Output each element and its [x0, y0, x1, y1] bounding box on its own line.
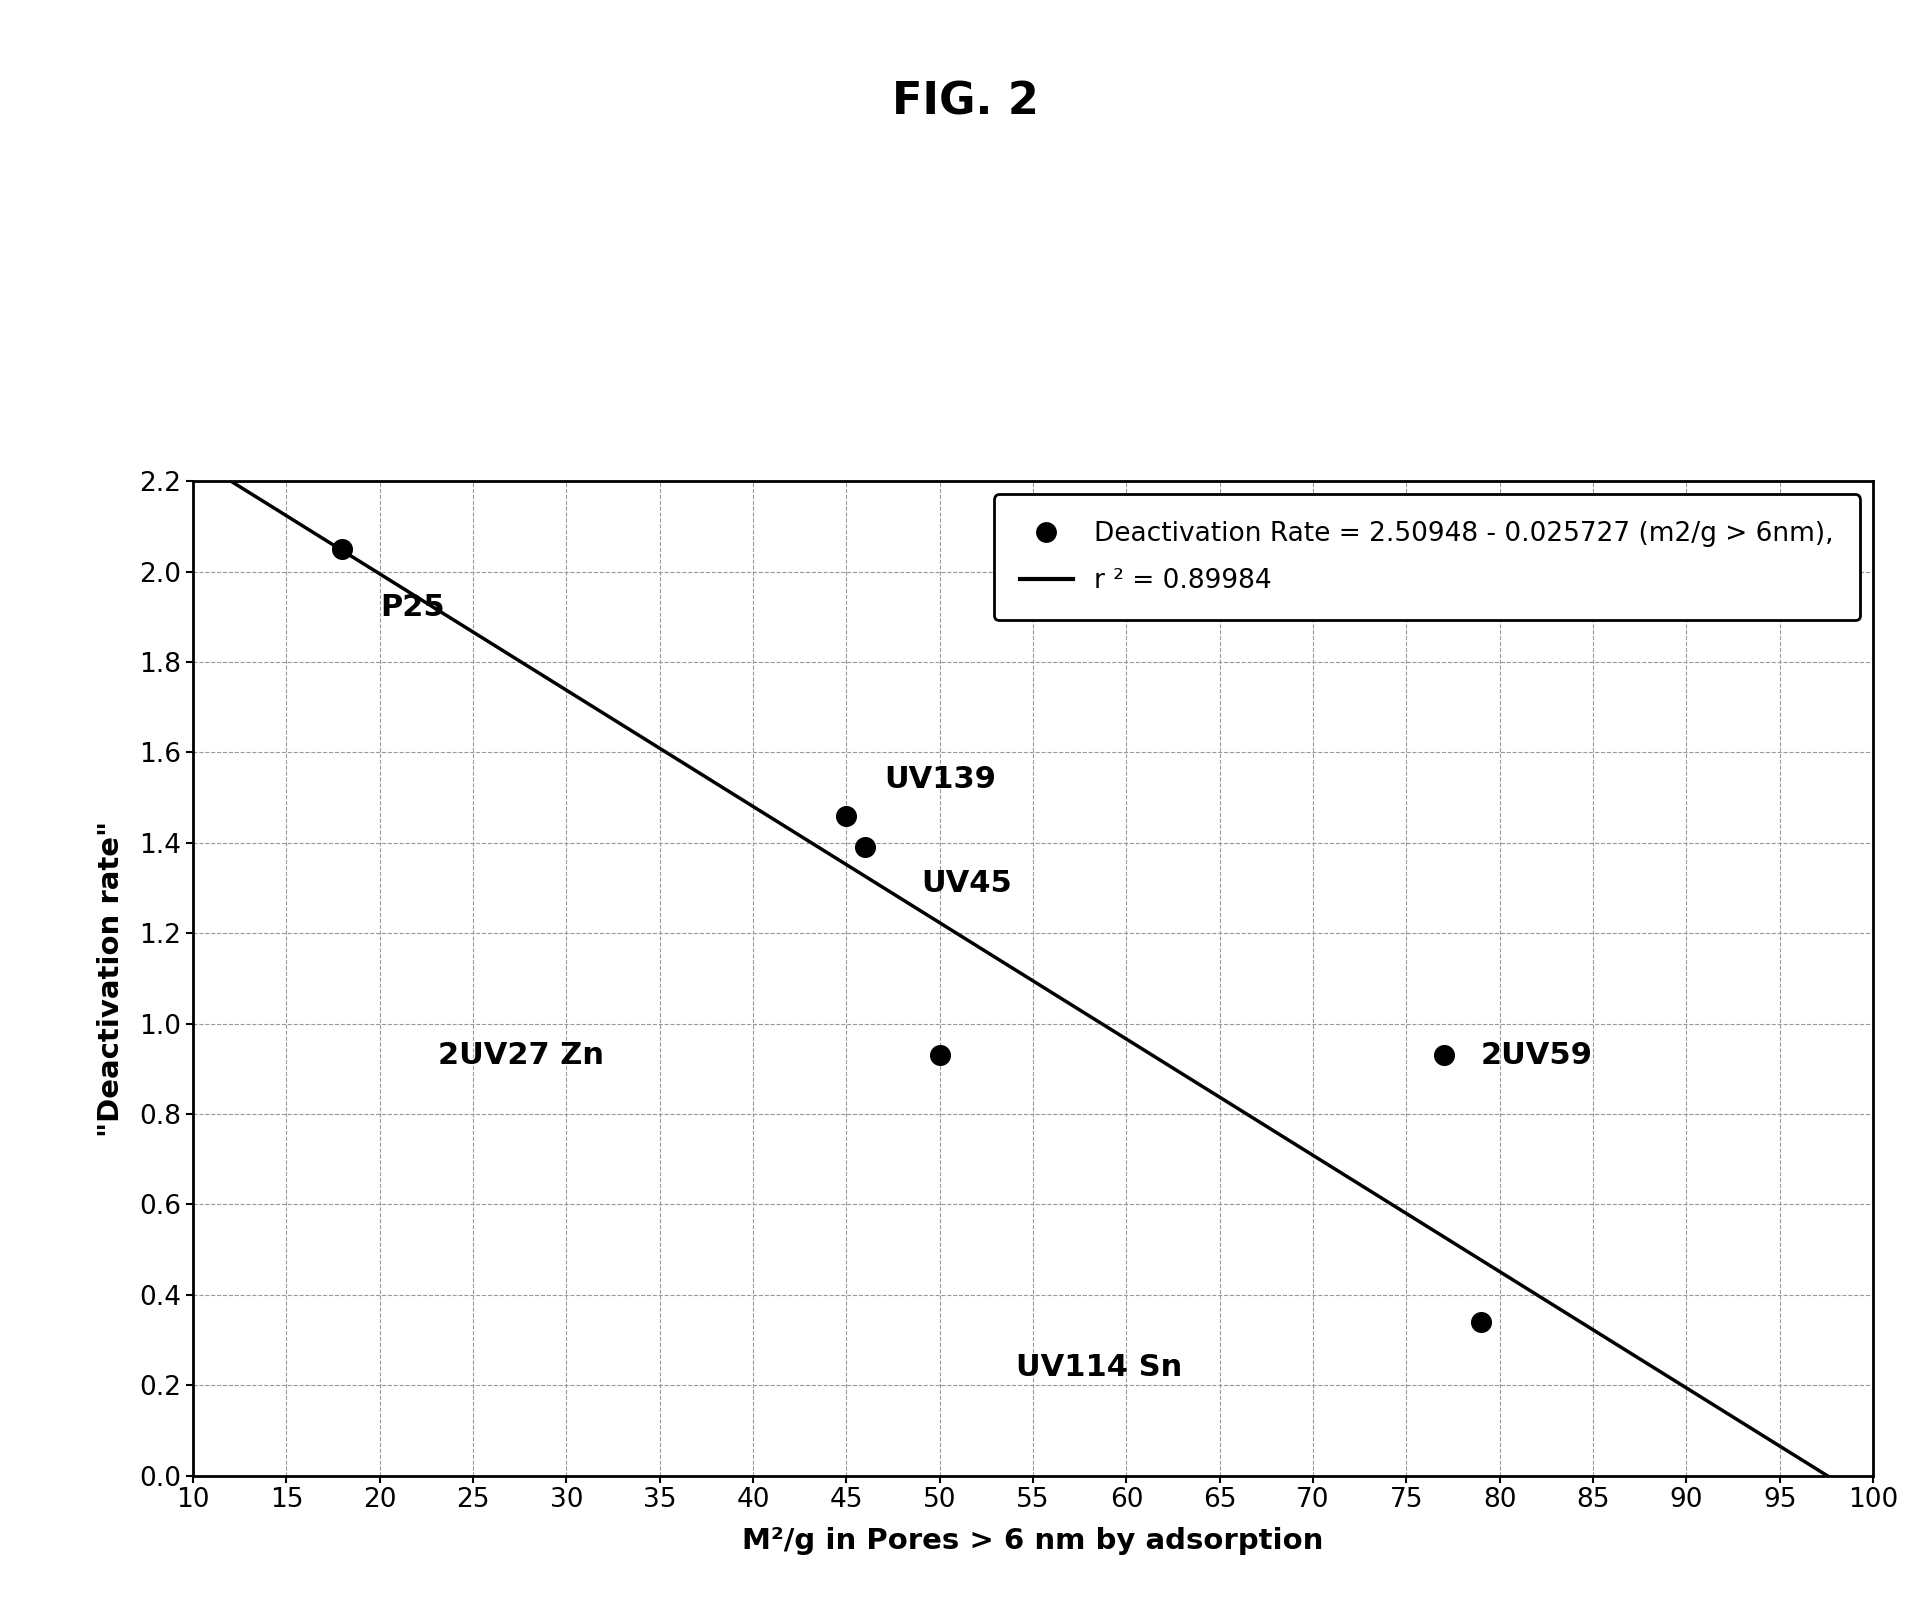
Text: UV45: UV45 — [921, 869, 1011, 898]
Point — [830, 804, 861, 829]
Text: UV139: UV139 — [884, 765, 996, 794]
Text: 2UV27 Zn: 2UV27 Zn — [438, 1041, 604, 1070]
Text: UV114 Sn: UV114 Sn — [1015, 1352, 1181, 1381]
Y-axis label: "Deactivation rate": "Deactivation rate" — [96, 820, 125, 1137]
Point — [924, 1043, 955, 1068]
Text: 2UV59: 2UV59 — [1480, 1041, 1592, 1070]
Text: P25: P25 — [380, 593, 444, 622]
Point — [849, 834, 880, 860]
Legend: Deactivation Rate = 2.50948 - 0.025727 (m2/g > 6nm),, r ² = 0.89984: Deactivation Rate = 2.50948 - 0.025727 (… — [994, 494, 1859, 621]
Point — [326, 536, 357, 561]
Point — [1428, 1043, 1459, 1068]
Point — [1465, 1309, 1496, 1335]
Text: FIG. 2: FIG. 2 — [892, 80, 1038, 124]
X-axis label: M²/g in Pores > 6 nm by adsorption: M²/g in Pores > 6 nm by adsorption — [741, 1527, 1324, 1556]
